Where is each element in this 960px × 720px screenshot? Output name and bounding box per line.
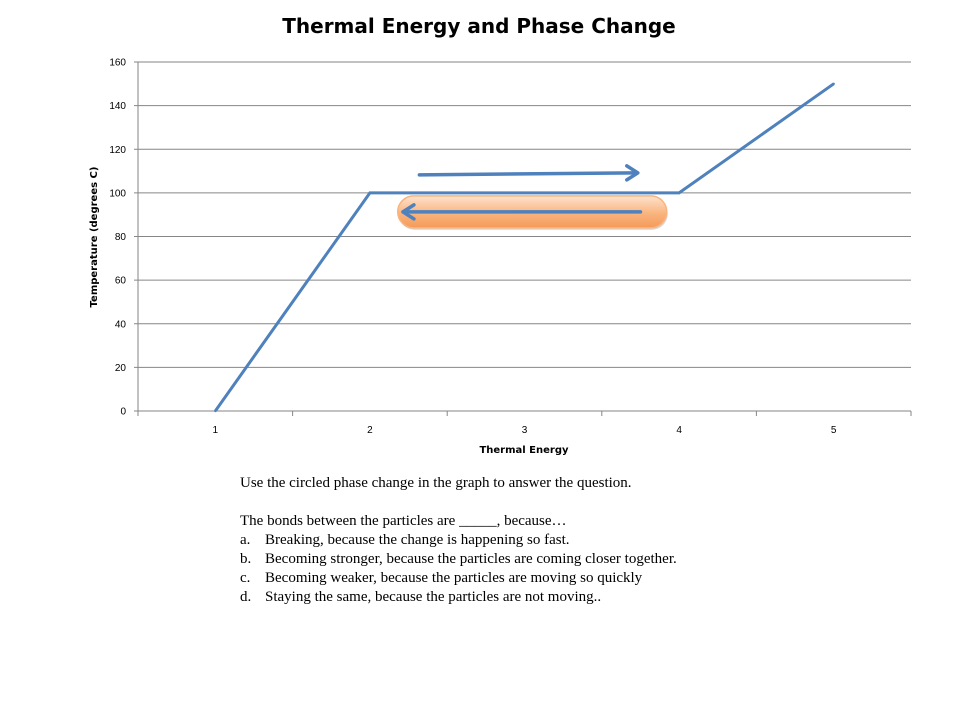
option-letter: a. <box>240 532 251 548</box>
option-letter: d. <box>240 589 252 605</box>
x-tick-label: 2 <box>367 425 373 436</box>
axes <box>134 61 912 416</box>
data-point <box>368 191 372 195</box>
right-arrow-head <box>625 164 640 182</box>
tick-labels: 0 20 40 60 80 100 120 140 160 1 2 3 4 5 <box>109 58 837 437</box>
y-tick-label: 160 <box>109 58 126 69</box>
question-stem: The bonds between the particles are ____… <box>240 513 567 529</box>
right-arrow-shaft <box>417 171 638 177</box>
option-letter: b. <box>240 551 252 567</box>
data-point <box>677 191 681 195</box>
option-b: b. Becoming stronger, because the partic… <box>240 550 840 569</box>
y-tick-label: 20 <box>115 363 127 374</box>
annotations <box>396 164 668 230</box>
question-prompt: Use the circled phase change in the grap… <box>240 475 632 491</box>
y-tick-label: 40 <box>115 319 127 330</box>
option-letter: c. <box>240 570 251 586</box>
series <box>214 82 835 413</box>
answer-options: a. Breaking, because the change is happe… <box>240 531 840 607</box>
phase-change-chart: Thermal Energy and Phase Change 0 20 40 60 8… <box>89 14 912 456</box>
y-tick-label: 80 <box>115 232 127 243</box>
y-tick-label: 100 <box>109 188 126 199</box>
data-point <box>214 409 217 413</box>
option-d: d. Staying the same, because the particl… <box>240 588 840 607</box>
x-tick-label: 3 <box>522 425 528 436</box>
option-text: Becoming stronger, because the particles… <box>265 551 677 567</box>
chart-title: Thermal Energy and Phase Change <box>282 14 675 38</box>
option-text: Breaking, because the change is happenin… <box>265 532 570 548</box>
y-tick-label: 0 <box>120 407 126 418</box>
y-tick-label: 120 <box>109 145 126 156</box>
option-text: Staying the same, because the particles … <box>265 589 602 605</box>
option-a: a. Breaking, because the change is happe… <box>240 531 840 550</box>
x-tick-label: 1 <box>213 425 219 436</box>
option-text: Becoming weaker, because the particles a… <box>265 570 643 586</box>
series-line-temperature <box>214 82 835 412</box>
y-tick-label: 60 <box>115 276 127 287</box>
y-axis-title: Temperature (degrees C) <box>89 167 100 308</box>
option-c: c. Becoming weaker, because the particle… <box>240 569 840 588</box>
y-tick-label: 140 <box>109 101 126 112</box>
data-point <box>832 82 835 86</box>
x-axis-title: Thermal Energy <box>479 445 569 456</box>
left-arrow-head <box>401 203 416 221</box>
question-block: Use the circled phase change in the grap… <box>240 474 840 607</box>
x-tick-label: 5 <box>831 425 837 436</box>
x-tick-label: 4 <box>676 425 682 436</box>
